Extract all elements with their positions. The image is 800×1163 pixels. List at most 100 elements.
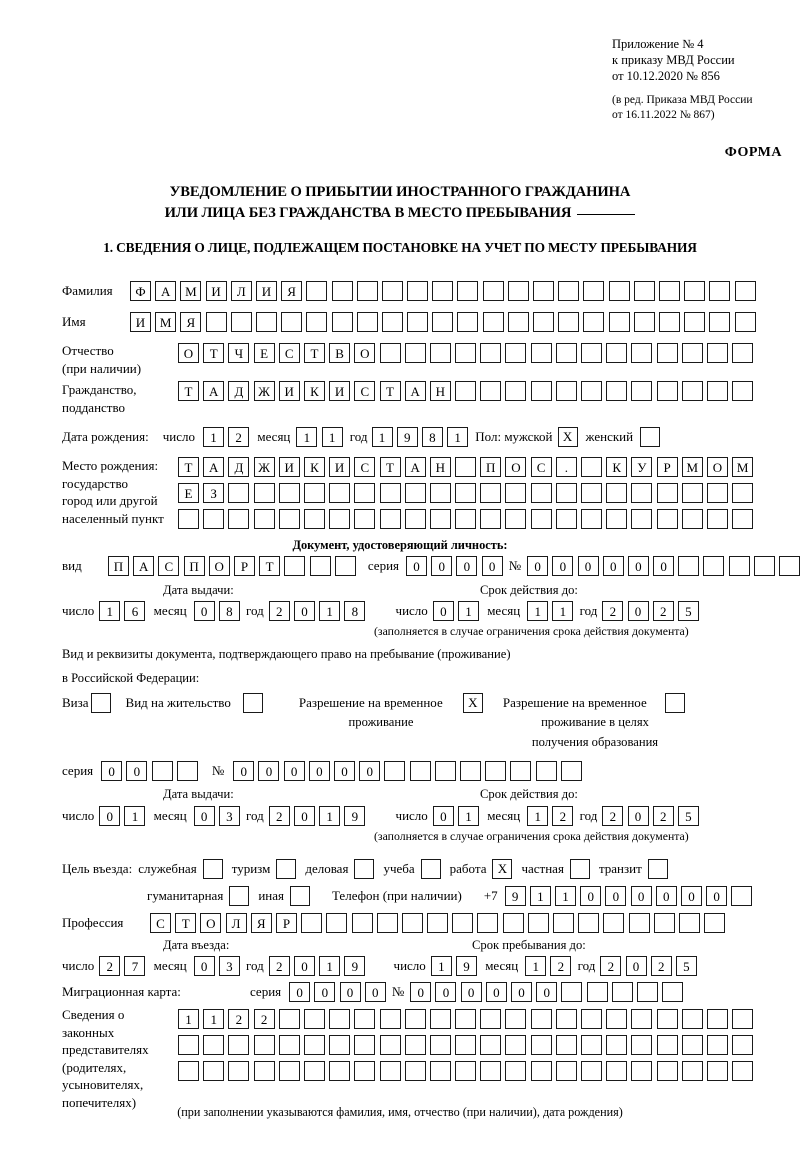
representatives-1-cell[interactable] — [555, 1009, 577, 1029]
citizenship-cell[interactable]: Т — [379, 381, 401, 401]
profession-cell[interactable] — [527, 913, 549, 933]
birthplace-3-cell[interactable] — [581, 509, 602, 529]
surname-cell[interactable] — [734, 281, 756, 301]
citizenship-cell[interactable]: Д — [228, 381, 250, 401]
permit-issue-day-cell[interactable]: 0 — [99, 806, 121, 826]
birthplace-1-cell[interactable]: О — [706, 457, 728, 477]
birthplace-3-cell[interactable] — [329, 509, 351, 529]
permit-valid-day-cell[interactable]: 0 — [432, 806, 454, 826]
doc-valid-month-cell[interactable]: 1 — [552, 601, 574, 621]
birthplace-3-cell[interactable] — [631, 509, 653, 529]
representatives-2-cell[interactable] — [656, 1035, 678, 1055]
doc-valid-year-cell[interactable]: 2 — [652, 601, 674, 621]
birth-year-cell[interactable]: 9 — [396, 427, 418, 447]
representatives-2-cell[interactable] — [480, 1035, 502, 1055]
birthplace-3-cell[interactable] — [706, 509, 728, 529]
citizenship-cell[interactable]: Ж — [253, 381, 275, 401]
firstname-cell[interactable] — [205, 312, 227, 332]
firstname-cell[interactable] — [709, 312, 731, 332]
profession-cell[interactable] — [401, 913, 423, 933]
profession-cell[interactable]: С — [150, 913, 171, 933]
firstname-cell[interactable] — [306, 312, 328, 332]
birthplace-1-cell[interactable]: П — [480, 457, 502, 477]
birthplace-2-cell[interactable] — [732, 483, 754, 503]
representatives-2-cell[interactable] — [303, 1035, 325, 1055]
migration-series-cell[interactable]: 0 — [289, 982, 311, 1002]
firstname-cell[interactable] — [230, 312, 252, 332]
phone-cell[interactable]: 0 — [605, 886, 627, 906]
birthplace-2-cell[interactable] — [581, 483, 602, 503]
representatives-1-cell[interactable] — [606, 1009, 628, 1029]
profession-cell[interactable]: О — [200, 913, 222, 933]
profession-cell[interactable] — [427, 913, 449, 933]
permit-number-cell[interactable]: 0 — [283, 761, 305, 781]
representatives-2-cell[interactable] — [555, 1035, 577, 1055]
patronymic-cell[interactable] — [530, 343, 552, 363]
surname-cell[interactable] — [658, 281, 680, 301]
citizenship-cell[interactable] — [606, 381, 628, 401]
birthplace-1-cell[interactable]: И — [329, 457, 351, 477]
doc-type-cell[interactable] — [334, 556, 356, 576]
representatives-1-cell[interactable] — [354, 1009, 376, 1029]
residence-permit-checkbox[interactable] — [242, 693, 263, 713]
surname-cell[interactable] — [482, 281, 504, 301]
doc-number-cell[interactable] — [728, 556, 750, 576]
representatives-3-cell[interactable] — [606, 1061, 628, 1081]
citizenship-cell[interactable] — [505, 381, 527, 401]
birthplace-2-cell[interactable] — [379, 483, 401, 503]
representatives-3-cell[interactable] — [706, 1061, 728, 1081]
migration-number-cell[interactable] — [586, 982, 608, 1002]
representatives-1-cell[interactable] — [379, 1009, 401, 1029]
representatives-1-cell[interactable]: 2 — [228, 1009, 250, 1029]
stay-year-cell[interactable]: 2 — [650, 956, 672, 976]
birthplace-3-cell[interactable] — [379, 509, 401, 529]
representatives-2-cell[interactable] — [404, 1035, 426, 1055]
representatives-3-cell[interactable] — [429, 1061, 451, 1081]
firstname-cell[interactable] — [558, 312, 580, 332]
purpose-гуманитарная-checkbox[interactable] — [229, 886, 250, 906]
birthplace-2-cell[interactable] — [681, 483, 703, 503]
birthplace-3-cell[interactable] — [404, 509, 426, 529]
surname-cell[interactable] — [457, 281, 479, 301]
entry-year-cell[interactable]: 2 — [268, 956, 290, 976]
profession-cell[interactable]: Р — [275, 913, 297, 933]
representatives-3-cell[interactable] — [253, 1061, 275, 1081]
representatives-3-cell[interactable] — [278, 1061, 300, 1081]
surname-cell[interactable] — [381, 281, 403, 301]
representatives-3-cell[interactable] — [379, 1061, 401, 1081]
representatives-2-cell[interactable] — [706, 1035, 728, 1055]
patronymic-cell[interactable] — [732, 343, 754, 363]
migration-number-cell[interactable]: 0 — [410, 982, 432, 1002]
entry-day-cell[interactable]: 7 — [124, 956, 146, 976]
permit-number-cell[interactable]: 0 — [359, 761, 381, 781]
firstname-cell[interactable] — [658, 312, 680, 332]
birthplace-1-cell[interactable]: М — [732, 457, 754, 477]
profession-cell[interactable] — [704, 913, 726, 933]
birthplace-3-cell[interactable] — [555, 509, 577, 529]
citizenship-cell[interactable]: Н — [429, 381, 451, 401]
patronymic-cell[interactable] — [429, 343, 451, 363]
purpose-иная-checkbox[interactable] — [289, 886, 310, 906]
entry-day-cell[interactable]: 2 — [99, 956, 121, 976]
permit-number-cell[interactable]: 0 — [334, 761, 356, 781]
patronymic-cell[interactable]: Т — [203, 343, 225, 363]
doc-type-cell[interactable]: П — [108, 556, 129, 576]
doc-valid-year-cell[interactable]: 5 — [677, 601, 699, 621]
representatives-3-cell[interactable] — [404, 1061, 426, 1081]
birthplace-3-cell[interactable] — [480, 509, 502, 529]
migration-number-cell[interactable] — [636, 982, 658, 1002]
birthplace-1-cell[interactable]: А — [203, 457, 225, 477]
representatives-1-cell[interactable] — [278, 1009, 300, 1029]
doc-number-cell[interactable]: 0 — [577, 556, 599, 576]
permit-series-cell[interactable] — [176, 761, 198, 781]
birthplace-1-cell[interactable]: У — [631, 457, 653, 477]
